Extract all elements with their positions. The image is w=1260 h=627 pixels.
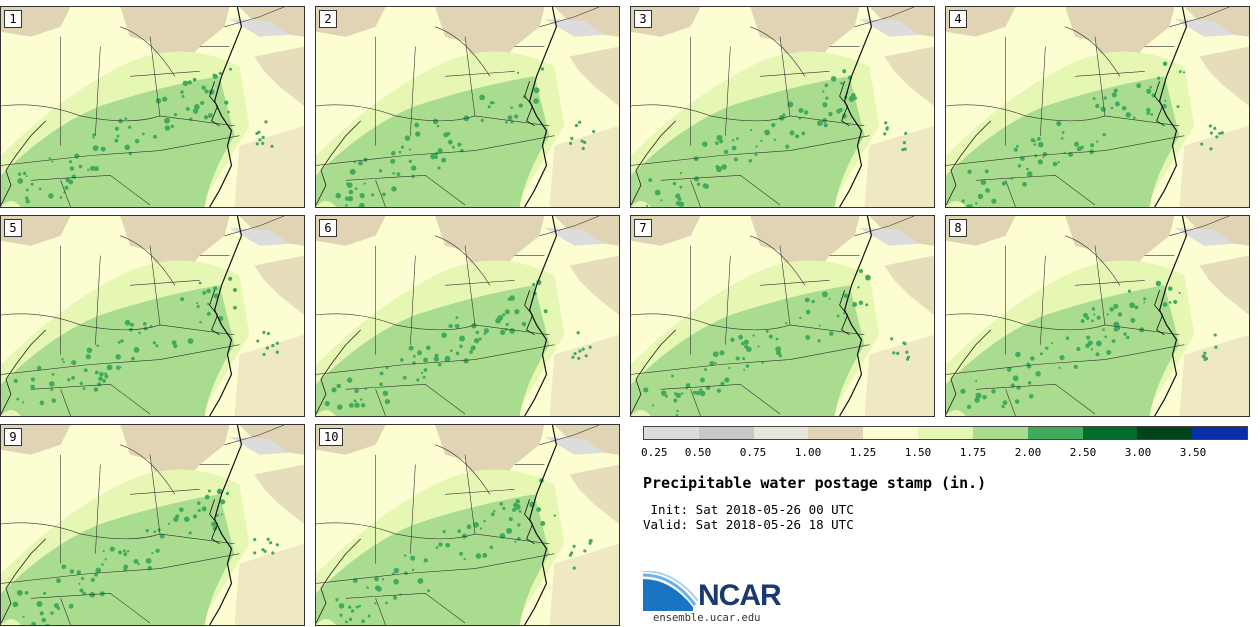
colorbar-swatch — [1137, 427, 1193, 439]
precipitable-water-map — [316, 216, 619, 416]
colorbar-swatch — [808, 427, 864, 439]
panel-label: 9 — [4, 428, 22, 446]
colorbar — [643, 426, 1248, 440]
postage-stamp-panel: 8 — [945, 215, 1250, 417]
panel-label: 10 — [319, 428, 344, 446]
colorbar-tick-label: 3.50 — [1179, 446, 1207, 459]
init-time: Init: Sat 2018-05-26 00 UTC — [643, 502, 854, 517]
panel-label: 1 — [4, 10, 22, 28]
ncar-swoosh-icon — [642, 570, 699, 611]
colorbar-swatch — [972, 427, 1028, 439]
colorbar-swatch — [863, 427, 919, 439]
colorbar-tick-label: 1.75 — [959, 446, 987, 459]
precipitable-water-map — [1, 7, 304, 207]
panel-label: 8 — [949, 219, 967, 237]
panel-label: 7 — [634, 219, 652, 237]
postage-stamp-panel: 9 — [0, 424, 305, 626]
precipitable-water-map — [316, 7, 619, 207]
postage-stamp-panel: 7 — [630, 215, 935, 417]
colorbar-swatch — [698, 427, 754, 439]
colorbar-swatch — [1082, 427, 1138, 439]
colorbar-swatch — [1027, 427, 1083, 439]
colorbar-tick-label: 2.00 — [1014, 446, 1042, 459]
panel-label: 4 — [949, 10, 967, 28]
panel-label: 6 — [319, 219, 337, 237]
panel-label: 2 — [319, 10, 337, 28]
colorbar-tick-label: 0.50 — [684, 446, 712, 459]
colorbar-tick-label: 3.00 — [1124, 446, 1152, 459]
panel-label: 5 — [4, 219, 22, 237]
colorbar-tick-label: 0.75 — [739, 446, 767, 459]
colorbar-ticks: 0.25 0.50 0.75 1.00 1.25 1.50 1.75 2.00 2.50 3.00… — [641, 446, 1248, 460]
colorbar-swatch — [753, 427, 809, 439]
ncar-logo[interactable]: NCAR ensemble.ucar.edu — [642, 570, 793, 626]
precipitable-water-map — [316, 425, 619, 625]
colorbar-tick-label: 2.50 — [1069, 446, 1097, 459]
colorbar-swatch — [1192, 427, 1247, 439]
postage-stamp-panel: 10 — [315, 424, 620, 626]
valid-time: Valid: Sat 2018-05-26 18 UTC — [643, 517, 854, 532]
precipitable-water-map — [1, 425, 304, 625]
ncar-logo-text: NCAR — [698, 579, 782, 612]
postage-stamp-panel: 5 — [0, 215, 305, 417]
postage-stamp-panel: 6 — [315, 215, 620, 417]
panel-label: 3 — [634, 10, 652, 28]
chart-title: Precipitable water postage stamp (in.) — [643, 474, 987, 492]
ensemble-url: ensemble.ucar.edu — [653, 612, 761, 624]
colorbar-tick-label: 1.00 — [794, 446, 822, 459]
colorbar-swatch — [918, 427, 973, 439]
precipitable-water-map — [946, 216, 1249, 416]
colorbar-tick-label: 0.25 — [641, 446, 668, 459]
colorbar-swatch — [644, 427, 699, 439]
postage-stamp-panel: 3 — [630, 6, 935, 208]
precipitable-water-map — [946, 7, 1249, 207]
precipitable-water-map — [1, 216, 304, 416]
postage-stamp-panel: 4 — [945, 6, 1250, 208]
precipitable-water-map — [631, 216, 934, 416]
postage-stamp-panel: 2 — [315, 6, 620, 208]
colorbar-tick-label: 1.25 — [849, 446, 877, 459]
colorbar-tick-label: 1.50 — [904, 446, 932, 459]
postage-stamp-panel: 1 — [0, 6, 305, 208]
precipitable-water-map — [631, 7, 934, 207]
